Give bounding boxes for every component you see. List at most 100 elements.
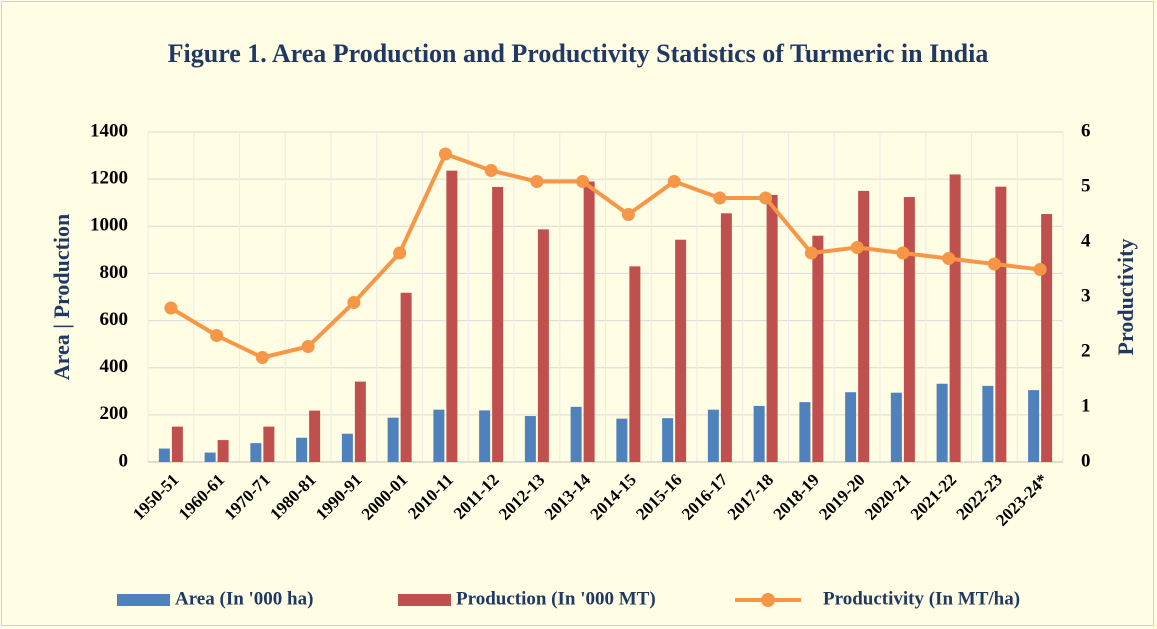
y2-tick-label: 2 <box>1081 340 1091 361</box>
x-tick-label: 2018-19 <box>769 470 823 524</box>
bar <box>250 443 262 462</box>
x-tick-label: 2015-16 <box>632 470 686 524</box>
bar <box>1028 390 1040 462</box>
legend-swatch <box>117 594 170 606</box>
legend-swatch <box>398 594 451 606</box>
bar <box>675 239 687 462</box>
x-tick-label: 2016-17 <box>678 470 732 524</box>
legend-label: Area (In '000 ha) <box>175 588 313 609</box>
bar <box>936 383 948 462</box>
bar <box>982 385 994 462</box>
line-marker <box>850 241 864 254</box>
line-marker <box>713 191 727 205</box>
bar <box>433 409 445 462</box>
line-marker <box>942 252 956 265</box>
x-tick-label: 2021-22 <box>907 470 961 524</box>
bar <box>995 186 1007 462</box>
line-marker <box>759 191 773 205</box>
y2-tick-label: 3 <box>1081 285 1091 306</box>
y2-axis-title: Productivity <box>1113 239 1138 356</box>
line-marker <box>1033 263 1047 276</box>
x-tick-label: 1970-71 <box>220 470 274 524</box>
bar <box>171 426 183 462</box>
line-marker <box>667 175 681 188</box>
bar <box>354 381 366 462</box>
line-marker <box>576 175 590 188</box>
bar <box>845 392 857 462</box>
y-tick-label: 800 <box>100 262 129 283</box>
line-marker <box>164 301 178 315</box>
line-marker <box>804 246 818 260</box>
bar <box>158 448 170 462</box>
y-tick-label: 1200 <box>90 168 128 189</box>
line-marker <box>210 329 224 342</box>
bar <box>720 213 732 462</box>
bar <box>217 440 229 462</box>
bar <box>616 418 628 462</box>
y2-tick-label: 0 <box>1081 450 1091 471</box>
bar <box>341 433 353 462</box>
y-tick-label: 1400 <box>90 120 128 141</box>
bar <box>492 186 504 462</box>
bar <box>309 410 321 462</box>
line <box>169 152 1041 360</box>
line-marker <box>393 246 407 260</box>
y2-tick-label: 5 <box>1081 175 1091 196</box>
bar <box>858 190 870 462</box>
legend-label: Production (In '000 MT) <box>456 588 656 609</box>
bar <box>949 174 961 462</box>
x-tick-label: 2013-14 <box>541 470 595 524</box>
line-marker <box>987 257 1001 271</box>
bar <box>707 409 719 462</box>
x-tick-label: 2019-20 <box>815 470 869 524</box>
y-tick-label: 200 <box>100 403 129 424</box>
x-tick-label: 2010-11 <box>404 470 457 523</box>
x-tick-label: 2017-18 <box>724 470 778 524</box>
x-tick-label: 2011-12 <box>450 470 503 523</box>
y2-tick-label: 4 <box>1081 230 1091 251</box>
x-tick-label: 1990-91 <box>312 470 366 524</box>
legend-swatch-marker <box>761 593 775 607</box>
y-tick-label: 400 <box>100 356 129 377</box>
bar <box>629 266 641 462</box>
bar <box>570 406 582 462</box>
line-marker <box>255 351 269 364</box>
line-marker <box>484 164 498 177</box>
y2-tick-label: 1 <box>1081 395 1091 416</box>
x-tick-label: 2014-15 <box>586 470 640 524</box>
bar <box>812 235 824 462</box>
line-marker <box>301 340 315 353</box>
line-marker <box>347 296 361 309</box>
x-tick-label: 1960-61 <box>175 470 229 524</box>
x-tick-label: 2012-13 <box>495 470 549 524</box>
bar <box>204 452 216 462</box>
x-tick-label: 1980-81 <box>266 470 320 524</box>
bar <box>446 170 458 462</box>
bar <box>537 229 549 462</box>
line-marker <box>621 208 635 221</box>
bar <box>903 197 915 463</box>
x-tick-label: 2020-21 <box>861 470 915 524</box>
bar <box>753 405 765 462</box>
bar <box>583 181 595 462</box>
bar <box>479 410 491 462</box>
line-marker <box>530 175 544 188</box>
bar <box>400 292 412 462</box>
bar <box>263 426 275 462</box>
bar <box>799 402 811 462</box>
bar <box>1041 214 1053 462</box>
y-tick-label: 0 <box>119 450 129 471</box>
y-tick-label: 600 <box>100 309 129 330</box>
chart-title: Figure 1. Area Production and Productivi… <box>167 39 989 68</box>
y-axis-title: Area | Production <box>49 214 74 381</box>
line-marker <box>438 147 452 161</box>
line-marker <box>896 246 910 260</box>
bar <box>387 417 399 462</box>
bar <box>524 416 536 462</box>
x-tick-label: 1950-51 <box>129 470 183 524</box>
legend-label: Productivity (In MT/ha) <box>823 588 1020 609</box>
y-tick-label: 1000 <box>90 215 128 236</box>
